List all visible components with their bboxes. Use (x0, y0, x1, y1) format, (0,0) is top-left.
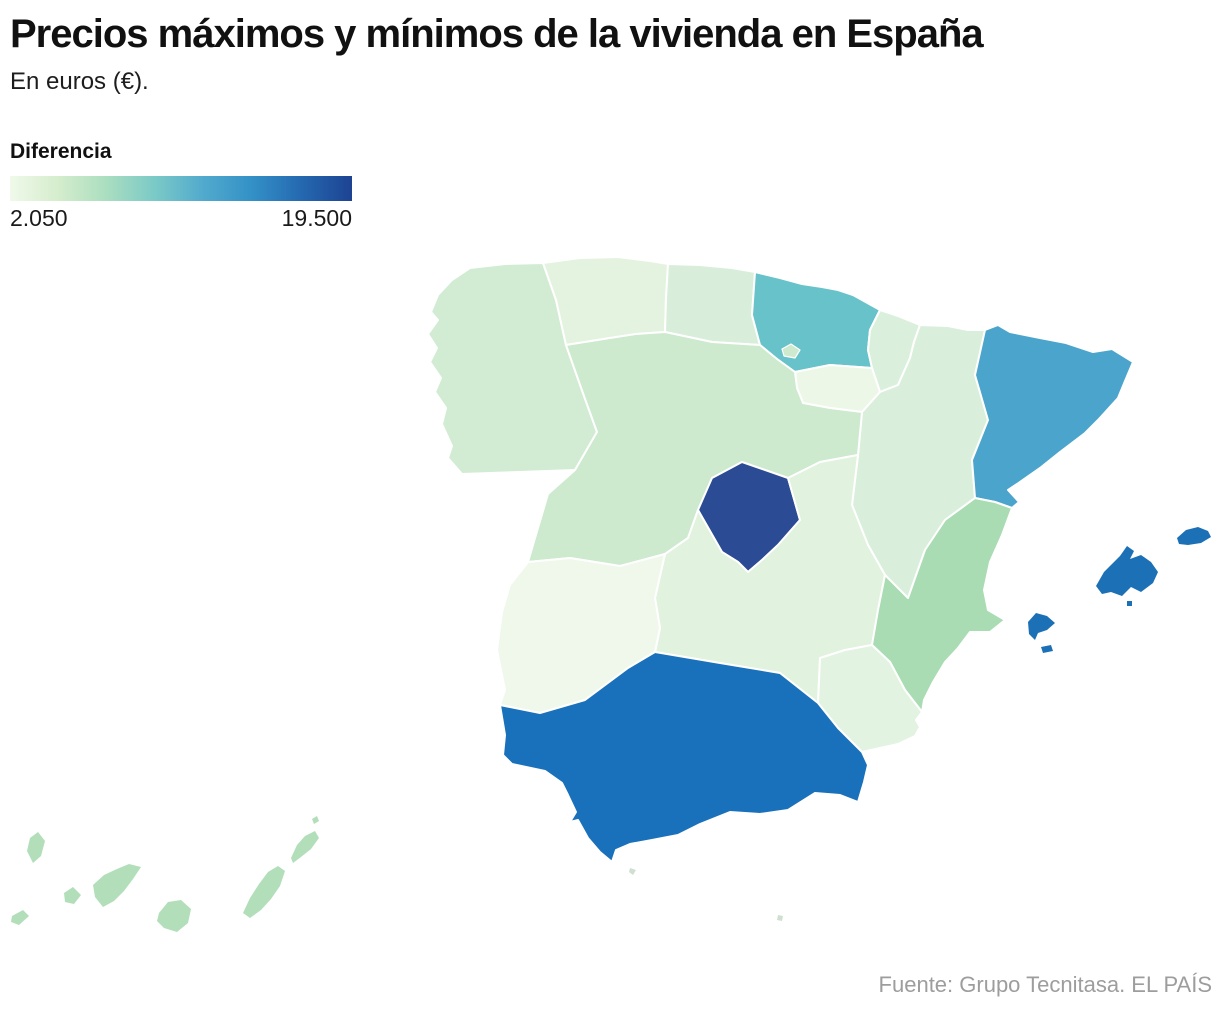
island-lanzarote[interactable] (291, 831, 319, 863)
island-la-graciosa[interactable] (312, 816, 319, 824)
island-formentera[interactable] (1041, 645, 1053, 653)
melilla-speck (777, 915, 783, 921)
region-murcia[interactable] (817, 644, 923, 753)
trevino-enclave (781, 343, 801, 359)
page-subtitle: En euros (€). (10, 68, 149, 95)
island-mallorca[interactable] (1096, 546, 1158, 596)
region-cantabria[interactable] (664, 263, 761, 346)
island-la-palma[interactable] (27, 832, 45, 863)
peninsula-regions (427, 256, 1134, 863)
region-canarias (11, 816, 319, 932)
island-cabrera[interactable] (1127, 601, 1132, 606)
region-cataluna[interactable] (971, 324, 1134, 509)
island-tenerife[interactable] (93, 864, 141, 907)
island-gran-canaria[interactable] (157, 900, 191, 932)
legend-gradient-bar (10, 176, 352, 201)
city-specks (629, 868, 783, 921)
island-menorca[interactable] (1177, 527, 1211, 545)
island-la-gomera[interactable] (64, 887, 81, 904)
legend-title: Diferencia (10, 140, 112, 163)
region-comunidad-valenciana[interactable] (871, 497, 1013, 713)
region-andalucia[interactable] (499, 651, 869, 863)
source-credit: Fuente: Grupo Tecnitasa. EL PAÍS (878, 972, 1212, 997)
page-title: Precios máximos y mínimos de la vivienda… (10, 12, 984, 56)
ceuta-speck (629, 868, 636, 875)
island-fuerteventura[interactable] (243, 866, 285, 918)
legend-scale-labels: 2.050 19.500 (10, 205, 352, 232)
legend-min-label: 2.050 (10, 205, 68, 231)
island-el-hierro[interactable] (11, 910, 29, 925)
legend-max-label: 19.500 (281, 205, 352, 231)
island-ibiza[interactable] (1028, 613, 1055, 640)
region-baleares (1028, 527, 1211, 653)
